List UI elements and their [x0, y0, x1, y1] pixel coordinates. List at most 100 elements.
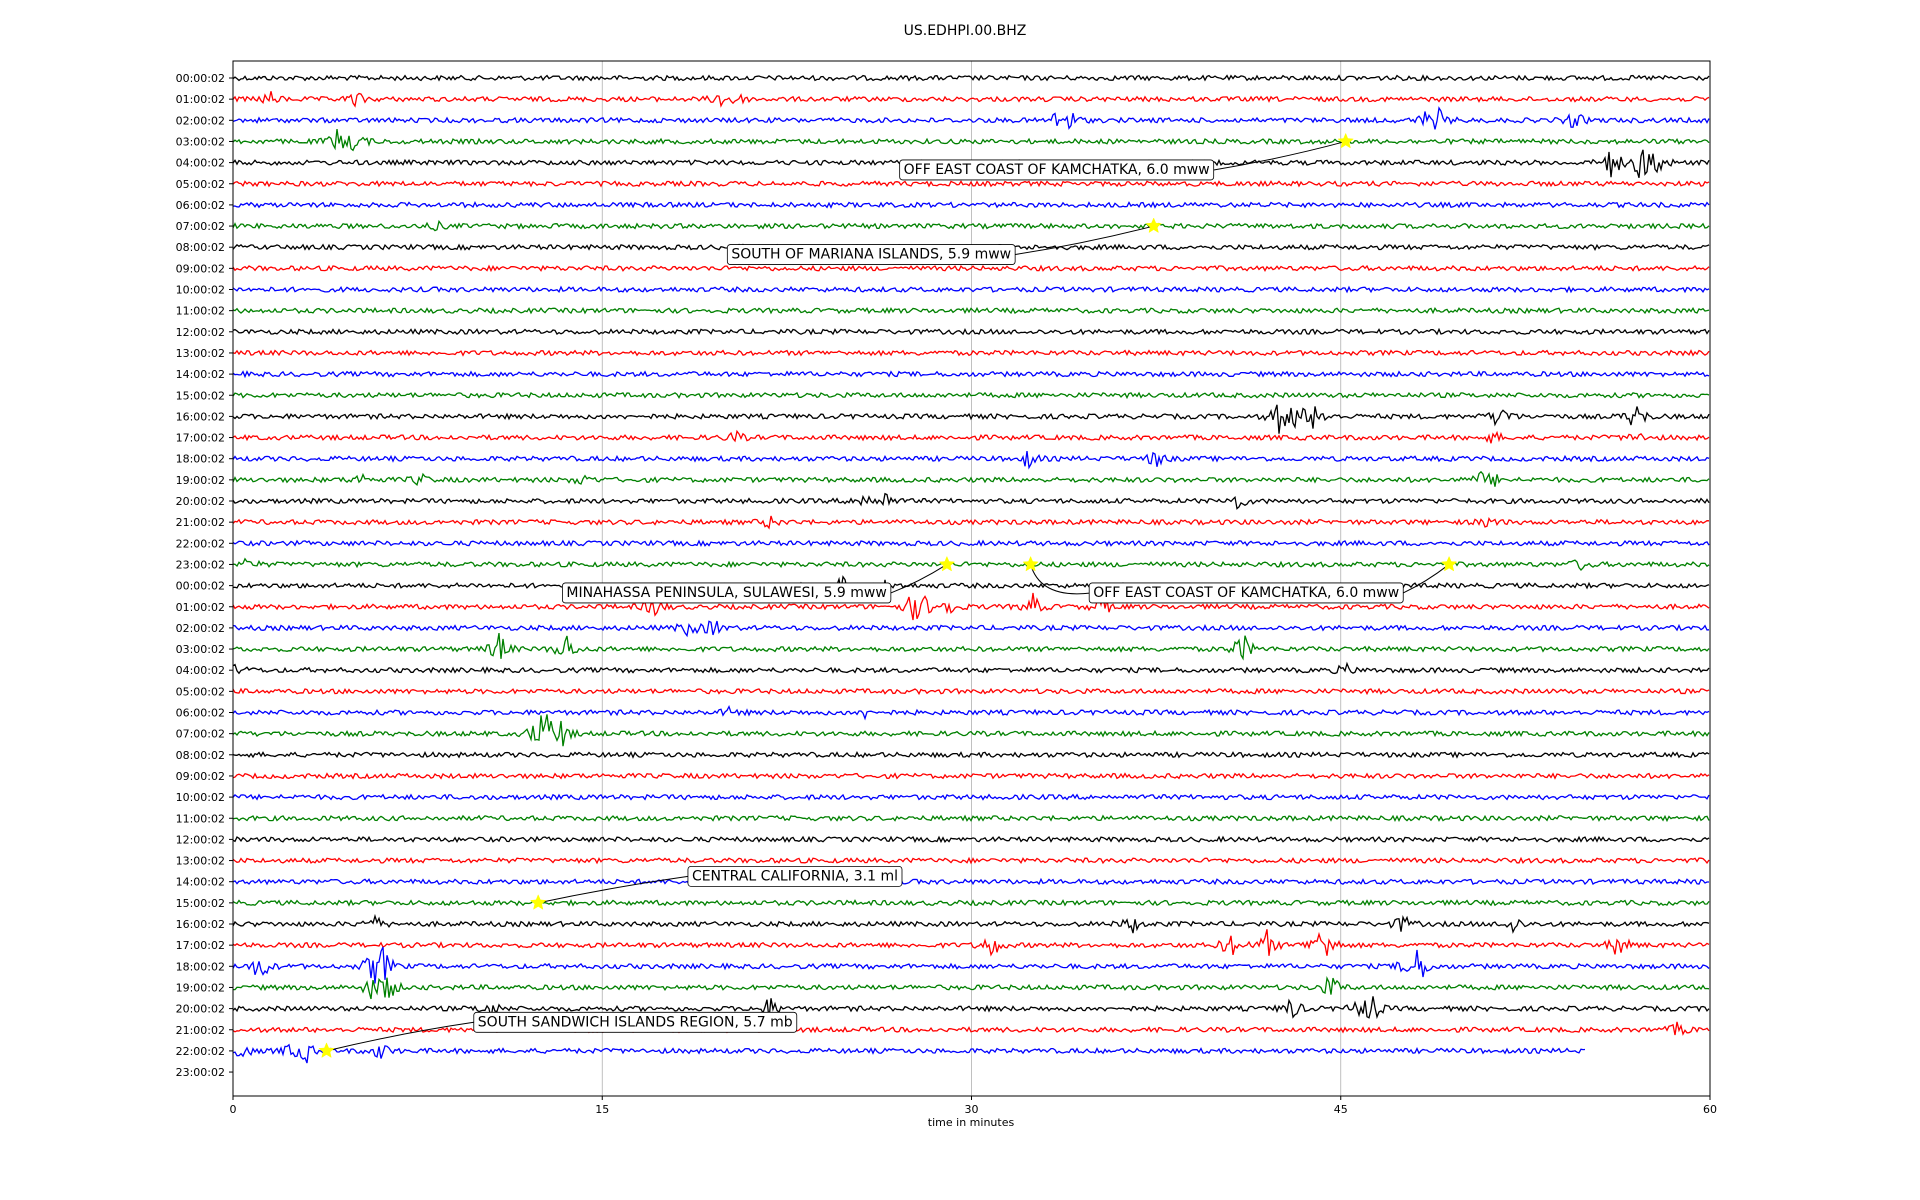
- trace-44: [233, 975, 1710, 1000]
- y-tick-label: 11:00:02: [176, 305, 225, 318]
- trace-33: [232, 750, 1710, 759]
- trace-22: [232, 515, 1710, 530]
- y-tick-label: 07:00:02: [176, 728, 225, 741]
- event-annotations: OFF EAST COAST OF KAMCHATKA, 6.0 mww SOUT…: [318, 132, 1458, 1058]
- x-tick-labels: 0 15 30 45 60: [230, 1096, 1717, 1116]
- y-tick-label: 01:00:02: [176, 601, 225, 614]
- trace-38: [232, 856, 1710, 865]
- event-annotation-5: CENTRAL CALIFORNIA, 3.1 ml: [529, 865, 903, 910]
- y-tick-label: 06:00:02: [176, 707, 225, 720]
- trace-31: [232, 704, 1710, 721]
- trace-layer: [232, 74, 1710, 1064]
- trace-35: [232, 793, 1710, 801]
- trace-39: [232, 877, 1709, 886]
- trace-4: [232, 129, 1710, 152]
- y-tick-label: 05:00:02: [176, 178, 225, 191]
- x-tick-label: 15: [595, 1103, 609, 1116]
- event-annotation-6: SOUTH SANDWICH ISLANDS REGION, 5.7 mb: [318, 1011, 798, 1058]
- event-star: [1440, 555, 1458, 572]
- event-label: OFF EAST COAST OF KAMCHATKA, 6.0 mww: [904, 162, 1210, 178]
- y-tick-label: 22:00:02: [176, 537, 225, 550]
- trace-7: [232, 200, 1710, 209]
- trace-23: [232, 539, 1710, 547]
- trace-47: [232, 1043, 1586, 1064]
- trace-12: [232, 306, 1710, 315]
- trace-1: [232, 74, 1710, 82]
- y-tick-label: 17:00:02: [176, 432, 225, 445]
- trace-8: [232, 219, 1710, 232]
- trace-34: [232, 772, 1710, 780]
- y-tick-label: 20:00:02: [176, 1003, 225, 1016]
- event-connector: [890, 564, 948, 594]
- event-annotation-2: SOUTH OF MARIANA ISLANDS, 5.9 mww: [726, 217, 1162, 265]
- x-tick-label: 45: [1334, 1103, 1348, 1116]
- event-label-box: [1088, 582, 1404, 604]
- y-tick-label: 08:00:02: [176, 241, 225, 254]
- trace-19: [232, 451, 1710, 470]
- y-tick-label: 16:00:02: [176, 918, 225, 931]
- trace-43: [232, 946, 1710, 984]
- event-label: SOUTH SANDWICH ISLANDS REGION, 5.7 mb: [478, 1014, 793, 1030]
- trace-14: [232, 349, 1710, 357]
- y-tick-label: 13:00:02: [176, 347, 225, 360]
- event-star: [1145, 217, 1162, 234]
- y-tick-label: 11:00:02: [176, 812, 225, 825]
- y-tick-label: 20:00:02: [176, 495, 225, 508]
- y-tick-label: 12:00:02: [176, 326, 225, 339]
- y-tick-label: 23:00:02: [176, 1066, 225, 1079]
- y-tick-label: 10:00:02: [176, 791, 225, 804]
- y-tick-label: 18:00:02: [176, 960, 225, 973]
- event-star: [1022, 555, 1039, 572]
- trace-42: [232, 929, 1710, 957]
- y-tick-label: 12:00:02: [176, 833, 225, 846]
- trace-10: [232, 264, 1710, 273]
- event-connector: [538, 875, 689, 904]
- plot-frame: [232, 60, 1711, 1097]
- y-tick-label: 10:00:02: [176, 284, 225, 297]
- x-tick-label: 0: [230, 1103, 237, 1116]
- event-connector: [1030, 564, 1091, 595]
- trace-3: [232, 106, 1710, 130]
- trace-29: [232, 661, 1710, 675]
- trace-2: [232, 91, 1710, 108]
- trace-28: [232, 632, 1710, 661]
- y-tick-label: 16:00:02: [176, 410, 225, 423]
- event-connector: [326, 1021, 474, 1052]
- y-tick-label: 19:00:02: [176, 981, 225, 994]
- event-annotation-1: OFF EAST COAST OF KAMCHATKA, 6.0 mww: [899, 132, 1354, 181]
- event-label-box: [899, 159, 1215, 181]
- y-tick-label: 04:00:02: [176, 157, 225, 170]
- event-label-box: [726, 244, 1016, 265]
- event-star: [938, 555, 956, 572]
- y-tick-label: 02:00:02: [176, 114, 225, 127]
- event-label-box: [562, 582, 892, 604]
- trace-6: [232, 180, 1710, 188]
- y-tick-label: 03:00:02: [176, 135, 225, 148]
- y-tick-labels: 00:00:02 01:00:02 02:00:02 03:00:02 04:00:02…: [176, 72, 233, 1079]
- y-tick-label: 06:00:02: [176, 199, 225, 212]
- trace-21: [232, 492, 1710, 510]
- y-tick-label: 14:00:02: [176, 368, 225, 381]
- event-annotation-4: OFF EAST COAST OF KAMCHATKA, 6.0 mww: [1088, 555, 1458, 604]
- y-tick-label: 09:00:02: [176, 262, 225, 275]
- y-tick-label: 07:00:02: [176, 220, 225, 233]
- trace-16: [232, 391, 1710, 400]
- event-label: MINAHASSA PENINSULA, SULAWESI, 5.9 mww: [566, 585, 886, 601]
- trace-17: [232, 404, 1710, 434]
- trace-37: [232, 835, 1710, 844]
- chart-title: US.EDHPI.00.BHZ: [904, 23, 1027, 39]
- trace-32: [232, 714, 1710, 747]
- y-tick-label: 21:00:02: [176, 1024, 225, 1037]
- trace-13: [232, 327, 1710, 336]
- y-tick-label: 21:00:02: [176, 516, 225, 529]
- trace-11: [232, 285, 1710, 294]
- y-tick-label: 05:00:02: [176, 685, 225, 698]
- trace-36: [232, 814, 1710, 823]
- event-connector: [1213, 140, 1346, 171]
- y-tick-label: 01:00:02: [176, 93, 225, 106]
- y-tick-label: 03:00:02: [176, 643, 225, 656]
- x-tick-label: 30: [965, 1103, 979, 1116]
- trace-30: [232, 687, 1710, 696]
- event-label: SOUTH OF MARIANA ISLANDS, 5.9 mww: [731, 247, 1011, 263]
